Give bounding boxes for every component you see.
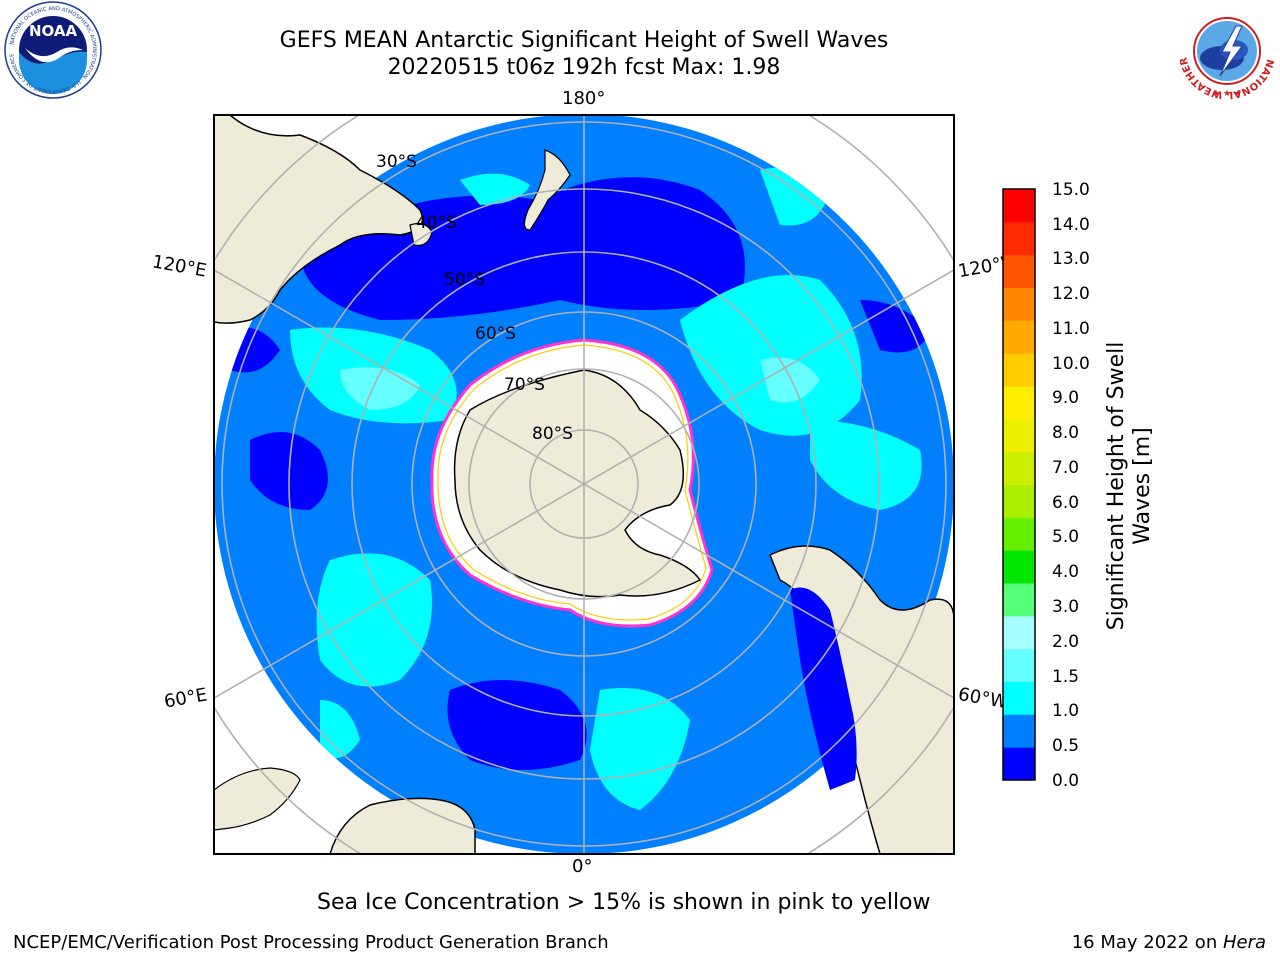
lat-label-50s: 50°S [444, 270, 485, 290]
colorbar-tick: 5.0 [1052, 527, 1080, 547]
colorbar-segment [1003, 550, 1035, 584]
footer-date-text: 16 May 2022 on [1071, 932, 1223, 953]
high-swell-region [680, 275, 862, 436]
colorbar-segment [1003, 648, 1035, 682]
colorbar-segment [1003, 221, 1035, 256]
colorbar-tick: 1.5 [1052, 667, 1080, 687]
noaa-logo-text: NOAA [29, 22, 78, 40]
high-swell-region [320, 700, 360, 758]
sea-ice-edge-inner [437, 344, 707, 621]
lat-label-80s: 80°S [532, 424, 573, 444]
colorbar-segment [1003, 418, 1035, 453]
chart-title-line2: 20220515 t06z 192h fcst Max: 1.98 [387, 55, 781, 80]
colorbar-segment [1003, 353, 1035, 387]
colorbar-tick: 6.0 [1052, 493, 1080, 513]
footer-date: 16 May 2022 on Hera [1072, 932, 1266, 953]
colorbar-tick: 8.0 [1052, 423, 1080, 443]
chart-title-line1: GEFS MEAN Antarctic Significant Height o… [279, 28, 889, 53]
lon-label-0: 0° [572, 856, 593, 877]
noaa-logo: NOAA NATIONAL OCEANIC AND ATMOSPHERIC AD… [4, 1, 102, 99]
colorbar-segment [1003, 714, 1035, 748]
colorbar-segment [1003, 615, 1035, 650]
colorbar-label: Significant Height of Swell Waves [m] [1104, 341, 1155, 631]
colorbar-tick: 3.0 [1052, 597, 1080, 617]
colorbar-tick: 4.0 [1052, 562, 1080, 582]
colorbar-tick: 2.0 [1052, 632, 1080, 652]
colorbar [1002, 188, 1036, 781]
africa-landmass [329, 797, 476, 854]
lat-label-60s: 60°S [475, 324, 516, 344]
colorbar-tick: 9.0 [1052, 388, 1080, 408]
colorbar-tick: 0.0 [1052, 771, 1080, 791]
colorbar-segment [1003, 451, 1035, 485]
low-swell-region [447, 680, 587, 770]
madagascar-landmass [214, 767, 301, 831]
colorbar-tick: 11.0 [1052, 319, 1090, 339]
colorbar-segment [1003, 386, 1035, 420]
australia-landmass [214, 115, 424, 324]
colorbar-segment [1003, 254, 1035, 288]
colorbar-segment [1003, 484, 1035, 518]
colorbar-segment [1003, 583, 1035, 617]
sea-ice-note: Sea Ice Concentration > 15% is shown in … [317, 890, 931, 915]
graticule [214, 115, 954, 854]
colorbar-segment [1003, 517, 1035, 551]
high-swell-region [590, 688, 690, 810]
lat-label-70s: 70°S [504, 375, 545, 395]
nws-logo: NATIONAL WEATHER SERVICE ★ ★ ★ [1176, 0, 1276, 100]
nws-stars: ★ ★ ★ [1212, 89, 1242, 99]
peak-swell-region [760, 357, 820, 403]
colorbar-segment [1003, 681, 1035, 715]
colorbar-segment [1003, 287, 1035, 321]
colorbar-tick: 13.0 [1052, 249, 1090, 269]
colorbar-tick: 0.5 [1052, 736, 1080, 756]
high-swell-region [810, 420, 922, 510]
colorbar-segment [1003, 747, 1035, 781]
low-swell-region [860, 300, 930, 353]
map-frame [213, 114, 955, 855]
new-zealand-landmass [523, 149, 571, 231]
colorbar-tick: 12.0 [1052, 284, 1090, 304]
footer-host: Hera [1222, 932, 1266, 953]
lat-label-30s: 30°S [376, 152, 417, 172]
antarctica-landmass [453, 369, 702, 598]
colorbar-tick: 10.0 [1052, 354, 1090, 374]
footer-credit: NCEP/EMC/Verification Post Processing Pr… [13, 932, 609, 953]
colorbar-tick: 7.0 [1052, 458, 1080, 478]
colorbar-tick: 1.0 [1052, 701, 1080, 721]
lat-label-40s: 40°S [416, 213, 457, 233]
colorbar-segment [1003, 189, 1035, 223]
colorbar-segment [1003, 320, 1035, 354]
colorbar-tick: 14.0 [1052, 215, 1090, 235]
lon-label-180: 180° [562, 88, 606, 109]
high-swell-region [316, 553, 432, 687]
colorbar-tick: 15.0 [1052, 180, 1090, 200]
